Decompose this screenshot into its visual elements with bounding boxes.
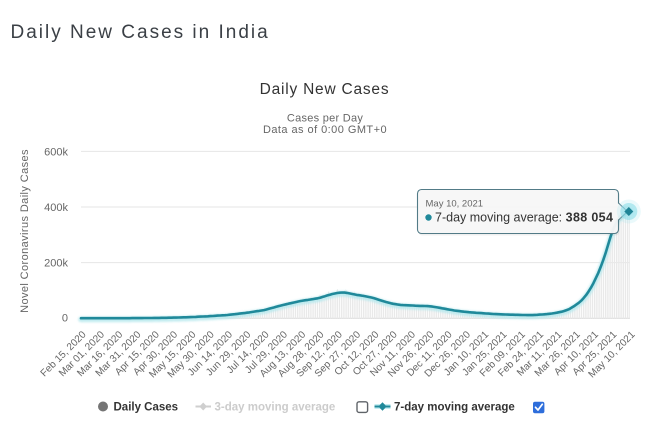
svg-text:0: 0	[62, 313, 68, 325]
svg-text:3-day moving average: 3-day moving average	[215, 402, 336, 414]
svg-text:Cases per Day: Cases per Day	[287, 113, 363, 125]
svg-text:7-day moving average: 388 054: 7-day moving average: 388 054	[435, 211, 613, 225]
svg-text:Novel Coronavirus Daily Cases: Novel Coronavirus Daily Cases	[19, 149, 31, 313]
svg-text:600k: 600k	[44, 146, 68, 158]
svg-text:7-day moving average: 7-day moving average	[394, 402, 515, 414]
svg-text:400k: 400k	[44, 202, 68, 214]
svg-text:Data as of 0:00 GMT+0: Data as of 0:00 GMT+0	[263, 124, 387, 136]
svg-text:May 10, 2021: May 10, 2021	[426, 199, 484, 210]
svg-text:Daily New Cases: Daily New Cases	[260, 81, 390, 98]
svg-text:Daily Cases: Daily Cases	[114, 402, 179, 414]
svg-text:200k: 200k	[44, 258, 68, 270]
